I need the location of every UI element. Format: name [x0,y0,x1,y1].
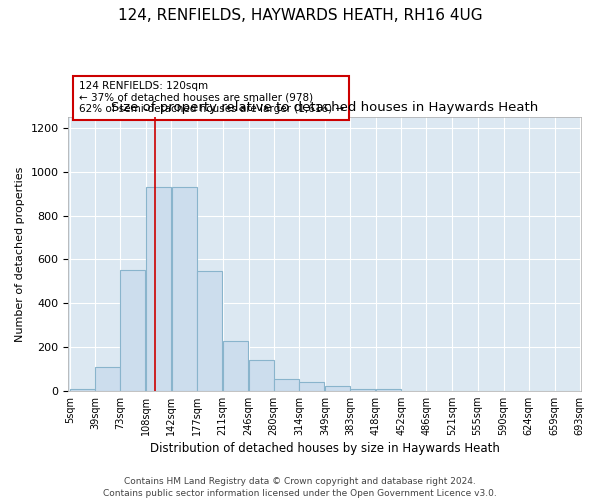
X-axis label: Distribution of detached houses by size in Haywards Heath: Distribution of detached houses by size … [150,442,500,455]
Bar [197,271,223,390]
Bar [223,342,248,390]
Text: Contains HM Land Registry data © Crown copyright and database right 2024.
Contai: Contains HM Land Registry data © Crown c… [103,476,497,498]
Bar [248,360,274,390]
Text: 124 RENFIELDS: 120sqm
← 37% of detached houses are smaller (978)
62% of semi-det: 124 RENFIELDS: 120sqm ← 37% of detached … [79,81,344,114]
Bar [350,389,375,390]
Bar [172,187,197,390]
Bar [299,382,324,390]
Y-axis label: Number of detached properties: Number of detached properties [15,166,25,342]
Bar [325,386,350,390]
Bar [70,389,95,390]
Bar [121,270,145,390]
Text: 124, RENFIELDS, HAYWARDS HEATH, RH16 4UG: 124, RENFIELDS, HAYWARDS HEATH, RH16 4UG [118,8,482,22]
Title: Size of property relative to detached houses in Haywards Heath: Size of property relative to detached ho… [111,102,538,114]
Bar [376,389,401,390]
Bar [274,378,299,390]
Bar [95,367,120,390]
Bar [146,187,172,390]
